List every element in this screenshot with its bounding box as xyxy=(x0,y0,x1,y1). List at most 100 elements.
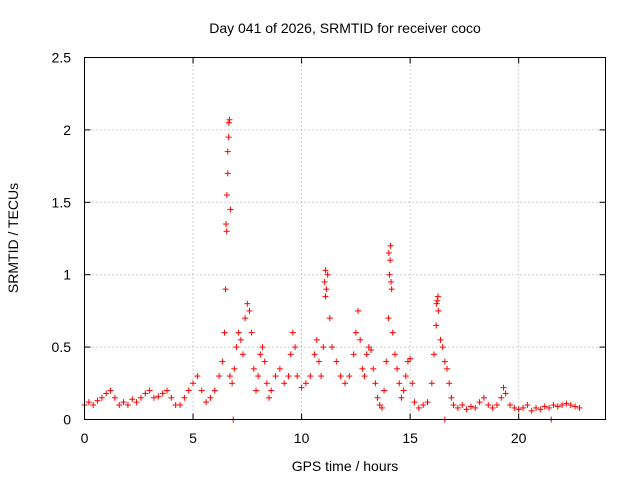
data-point xyxy=(272,373,279,380)
data-point xyxy=(328,344,335,351)
chart-title: Day 041 of 2026, SRMTID for receiver coc… xyxy=(209,20,481,36)
data-point xyxy=(537,406,544,413)
data-point xyxy=(402,373,409,380)
data-point xyxy=(98,394,105,401)
data-point xyxy=(337,373,344,380)
data-point xyxy=(506,402,513,409)
data-point xyxy=(85,399,92,406)
data-point xyxy=(485,402,492,409)
data-point xyxy=(181,394,188,401)
data-point xyxy=(415,404,422,411)
data-point xyxy=(502,390,509,397)
data-point xyxy=(298,384,305,391)
data-point xyxy=(211,387,218,394)
data-point xyxy=(250,365,257,372)
data-point xyxy=(248,329,255,336)
x-tick-label: 10 xyxy=(294,430,310,446)
x-tick-label: 15 xyxy=(402,430,418,446)
data-point xyxy=(225,134,232,141)
data-point xyxy=(261,358,268,365)
data-point xyxy=(194,373,201,380)
data-point xyxy=(94,397,101,404)
data-point xyxy=(448,394,455,401)
data-point xyxy=(302,380,309,387)
data-point xyxy=(434,297,441,304)
data-point xyxy=(388,286,395,293)
data-point xyxy=(111,394,118,401)
x-axis-label: GPS time / hours xyxy=(292,458,399,474)
data-point xyxy=(498,394,505,401)
data-point xyxy=(90,402,97,409)
data-point xyxy=(226,373,233,380)
plot-frame xyxy=(84,57,606,420)
data-point xyxy=(357,336,364,343)
y-tick-label: 1 xyxy=(63,267,71,283)
data-point xyxy=(107,387,114,394)
data-point xyxy=(533,404,540,411)
data-point xyxy=(190,380,197,387)
data-point xyxy=(467,403,474,410)
data-point xyxy=(378,404,385,411)
data-point xyxy=(431,351,438,358)
data-point xyxy=(489,404,496,411)
data-point xyxy=(563,400,570,407)
data-point xyxy=(398,394,405,401)
data-point xyxy=(129,396,136,403)
data-point xyxy=(223,228,230,235)
data-point xyxy=(239,351,246,358)
data-point xyxy=(437,336,444,343)
data-point xyxy=(307,373,314,380)
data-point xyxy=(511,404,518,411)
data-point xyxy=(233,344,240,351)
data-point xyxy=(476,399,483,406)
data-point xyxy=(435,307,442,314)
data-point xyxy=(223,192,230,199)
y-tick-label: 2.5 xyxy=(52,50,72,66)
data-point xyxy=(221,329,228,336)
data-point xyxy=(391,351,398,358)
data-point xyxy=(541,403,548,410)
data-point xyxy=(257,351,264,358)
x-tick-label: 0 xyxy=(81,430,89,446)
data-point xyxy=(159,390,166,397)
data-point xyxy=(226,116,233,123)
data-point xyxy=(396,380,403,387)
data-point xyxy=(355,307,362,314)
data-point xyxy=(463,406,470,413)
data-point xyxy=(326,315,333,322)
data-point xyxy=(559,402,566,409)
data-point xyxy=(219,358,226,365)
data-point xyxy=(321,278,328,285)
axes-layer: 0 5 10 15 20 0 0.5 1 1.5 2 2.5 xyxy=(52,50,606,446)
data-point xyxy=(389,329,396,336)
data-point xyxy=(324,271,331,278)
data-point xyxy=(394,365,401,372)
data-point xyxy=(550,402,557,409)
data-point xyxy=(242,315,249,322)
data-point xyxy=(441,358,448,365)
data-point xyxy=(266,394,273,401)
y-tick-label: 1.5 xyxy=(52,194,72,210)
data-point xyxy=(320,344,327,351)
data-point xyxy=(322,293,329,300)
data-point xyxy=(409,380,416,387)
data-point xyxy=(116,402,123,409)
data-point xyxy=(554,403,561,410)
data-point xyxy=(434,293,441,300)
data-point xyxy=(567,402,574,409)
data-point xyxy=(386,271,393,278)
grid-layer xyxy=(84,57,606,420)
data-point xyxy=(231,365,238,372)
x-tick-label: 5 xyxy=(189,430,197,446)
data-point xyxy=(381,387,388,394)
data-point xyxy=(546,404,553,411)
data-point xyxy=(342,380,348,387)
data-point xyxy=(385,249,392,256)
data-point xyxy=(528,407,535,414)
data-point xyxy=(150,394,157,401)
data-point xyxy=(120,399,127,406)
data-point xyxy=(387,242,394,249)
data-point xyxy=(225,119,232,126)
